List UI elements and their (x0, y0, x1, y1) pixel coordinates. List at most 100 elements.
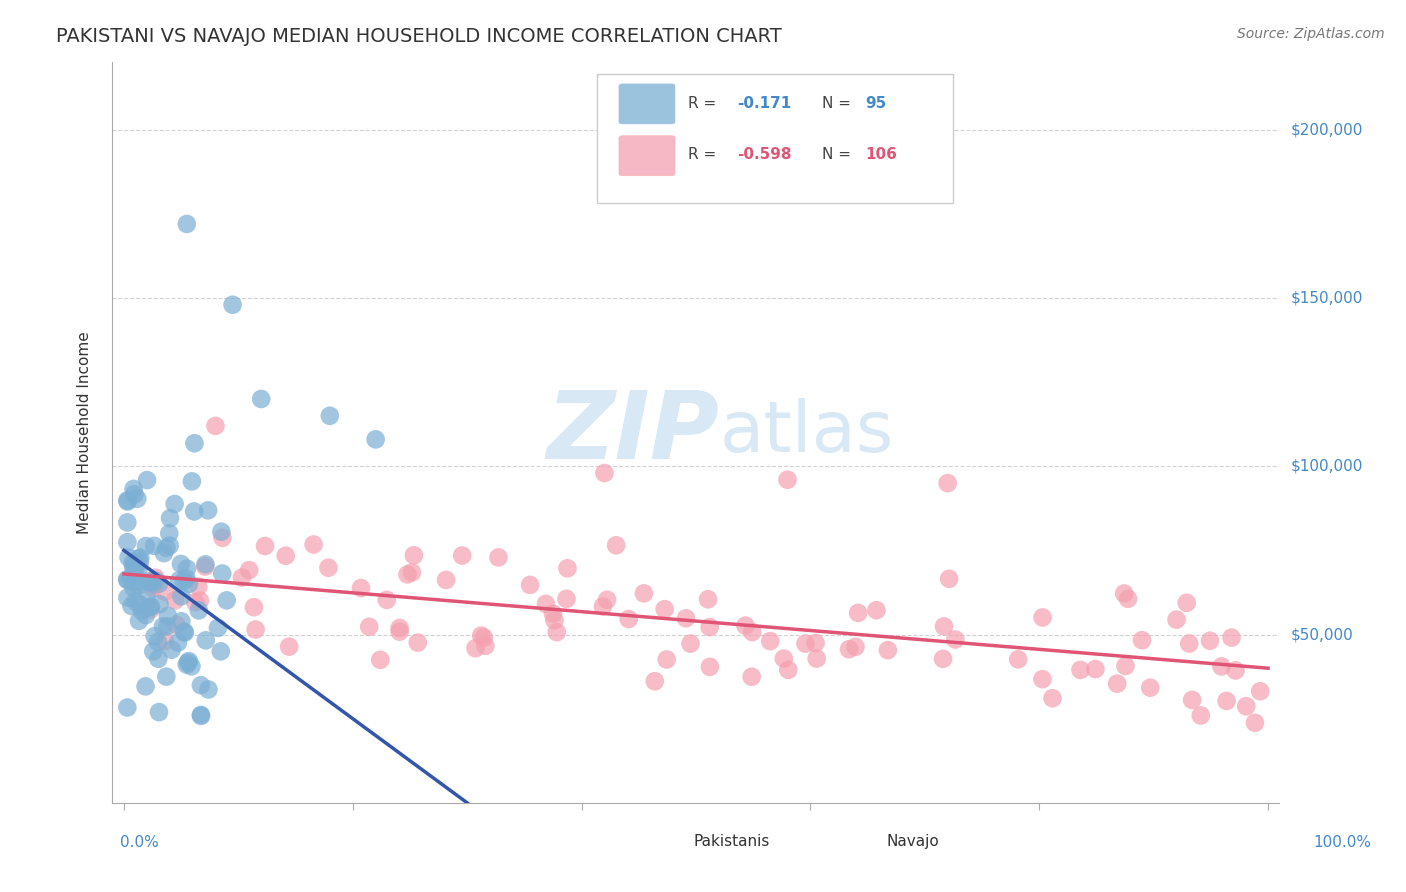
Point (1220, 631, 1243, 645)
Point (679, 637, 702, 651)
Point (177, 656, 200, 670)
Point (1042, 691, 1064, 706)
Y-axis label: Median Household Income: Median Household Income (77, 331, 91, 534)
Point (675, 611, 697, 625)
Point (846, 606, 869, 620)
Point (156, 619, 179, 633)
Point (141, 575, 163, 590)
Point (190, 708, 212, 723)
Point (176, 561, 198, 575)
Point (1211, 659, 1233, 673)
Text: $50,000: $50,000 (1291, 627, 1354, 642)
Point (156, 608, 179, 623)
Point (129, 598, 152, 612)
Point (776, 473, 799, 487)
Point (131, 604, 153, 618)
Point (145, 574, 167, 588)
Text: -0.598: -0.598 (737, 147, 792, 162)
Text: $150,000: $150,000 (1291, 291, 1364, 305)
Point (838, 642, 860, 657)
Point (188, 593, 211, 607)
Point (596, 592, 619, 607)
Point (1199, 633, 1222, 648)
FancyBboxPatch shape (619, 136, 675, 176)
Point (932, 652, 955, 666)
Point (350, 581, 373, 595)
Point (1178, 636, 1201, 650)
Text: 95: 95 (865, 96, 886, 112)
Point (143, 539, 166, 553)
Point (183, 436, 205, 450)
Point (238, 563, 260, 577)
Point (470, 629, 492, 643)
Point (117, 573, 139, 587)
Point (741, 625, 763, 640)
Point (209, 644, 232, 658)
Point (1084, 662, 1107, 676)
Point (135, 587, 157, 601)
Point (734, 618, 756, 632)
Point (741, 670, 763, 684)
Point (804, 636, 827, 650)
Point (557, 561, 579, 575)
Point (120, 571, 142, 585)
Point (127, 551, 149, 566)
Point (117, 493, 139, 508)
Text: 0.0%: 0.0% (120, 836, 159, 850)
Point (176, 657, 198, 672)
Point (644, 674, 666, 689)
Point (302, 537, 325, 551)
Point (157, 526, 180, 541)
Point (128, 614, 150, 628)
Point (180, 659, 202, 673)
Point (135, 539, 157, 553)
Point (135, 608, 157, 623)
Point (139, 599, 162, 614)
Point (124, 575, 146, 590)
Point (128, 578, 150, 592)
Point (243, 600, 266, 615)
Point (165, 593, 187, 607)
Point (1166, 613, 1188, 627)
Point (129, 555, 152, 569)
Point (375, 592, 398, 607)
Point (125, 570, 148, 584)
Point (654, 602, 676, 616)
Point (194, 559, 217, 574)
Point (253, 539, 276, 553)
Point (519, 578, 541, 592)
Point (159, 511, 181, 525)
Point (176, 217, 198, 231)
Point (534, 597, 557, 611)
Text: N =: N = (823, 147, 856, 162)
Point (136, 473, 159, 487)
Text: 100.0%: 100.0% (1313, 836, 1371, 850)
Text: $100,000: $100,000 (1291, 458, 1364, 474)
Point (169, 573, 191, 587)
Point (388, 621, 411, 635)
Point (1031, 672, 1053, 686)
Point (1032, 610, 1054, 624)
Point (148, 652, 170, 666)
Point (806, 651, 828, 665)
Text: PAKISTANI VS NAVAJO MEDIAN HOUSEHOLD INCOME CORRELATION CHART: PAKISTANI VS NAVAJO MEDIAN HOUSEHOLD INC… (56, 27, 782, 45)
Point (451, 549, 474, 563)
Point (388, 624, 411, 639)
Point (772, 651, 794, 665)
Point (844, 640, 866, 654)
Point (945, 632, 967, 647)
Point (1130, 633, 1153, 648)
Point (153, 584, 176, 599)
Point (159, 539, 181, 553)
Text: atlas: atlas (720, 398, 894, 467)
Point (318, 560, 340, 574)
Point (146, 635, 169, 649)
Point (794, 637, 817, 651)
Point (1069, 663, 1091, 677)
Point (138, 574, 160, 589)
Point (546, 625, 568, 640)
Point (124, 555, 146, 569)
Point (207, 621, 229, 635)
Point (488, 550, 510, 565)
Point (177, 577, 200, 591)
